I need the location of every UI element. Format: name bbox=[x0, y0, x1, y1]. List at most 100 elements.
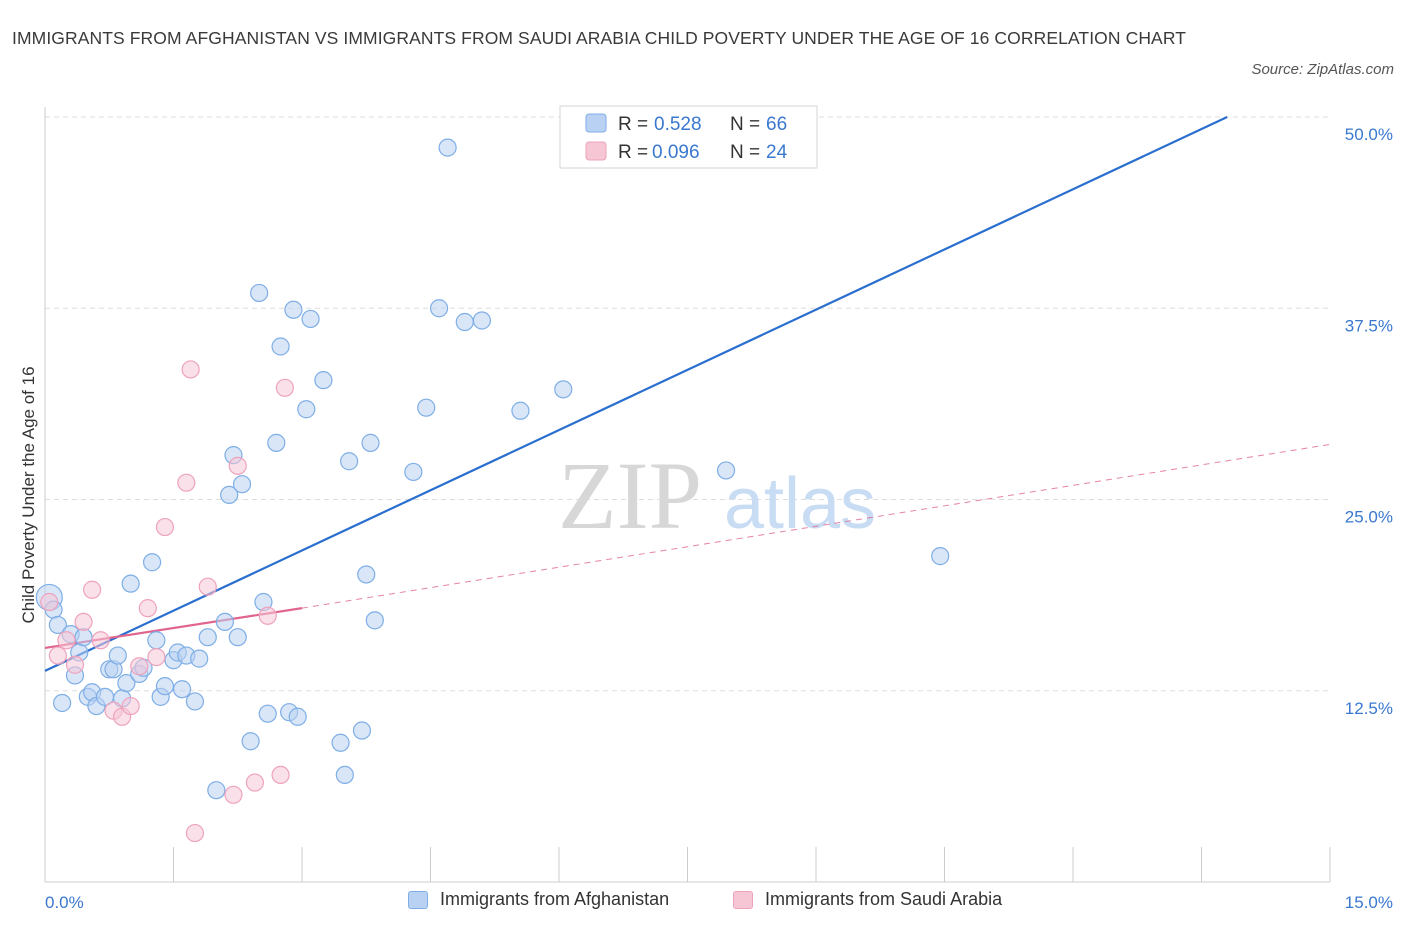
legend-item-saudi-arabia: Immigrants from Saudi Arabia bbox=[733, 889, 1002, 910]
watermark-zip: ZIP bbox=[558, 442, 702, 549]
point-series0-35 bbox=[228, 628, 247, 647]
point-series0-50 bbox=[335, 765, 354, 785]
grid-lines bbox=[45, 116, 1330, 692]
y-tick-label-2: 37.5% bbox=[1345, 316, 1393, 335]
point-series0-33 bbox=[220, 485, 239, 505]
point-series0-14 bbox=[108, 646, 127, 665]
point-series0-3 bbox=[53, 693, 72, 713]
point-series0-23 bbox=[155, 677, 175, 696]
point-series1-20 bbox=[245, 773, 264, 792]
y-tick-label-3: 50.0% bbox=[1345, 125, 1393, 144]
point-series0-55 bbox=[365, 611, 384, 630]
point-series0-46 bbox=[297, 400, 316, 419]
point-series1-6 bbox=[91, 631, 110, 650]
point-series0-36 bbox=[232, 475, 252, 494]
point-series0-62 bbox=[511, 401, 530, 420]
trend-line-saudi-arabia-extension bbox=[301, 443, 1331, 609]
point-series0-59 bbox=[438, 138, 457, 157]
legend-r-label-2: R = bbox=[618, 142, 648, 163]
point-series0-40 bbox=[258, 704, 277, 723]
point-series0-16 bbox=[117, 673, 136, 693]
watermark-atlas: atlas bbox=[724, 464, 876, 544]
point-series0-37 bbox=[241, 732, 260, 751]
y-tick-label-1: 25.0% bbox=[1345, 508, 1393, 527]
point-series1-18 bbox=[224, 785, 243, 804]
legend-item-afghanistan: Immigrants from Afghanistan bbox=[408, 889, 669, 910]
legend-swatch-saudi-arabia bbox=[585, 141, 607, 161]
point-series1-3 bbox=[65, 655, 85, 674]
legend-label-afghanistan: Immigrants from Afghanistan bbox=[440, 889, 670, 909]
legend-n-label-1: N = bbox=[730, 114, 760, 135]
point-series1-15 bbox=[181, 360, 200, 379]
point-series1-4 bbox=[74, 612, 93, 632]
point-series0-38 bbox=[250, 283, 269, 303]
point-series1-9 bbox=[121, 696, 140, 716]
point-series0-52 bbox=[352, 721, 372, 740]
point-series0-58 bbox=[429, 299, 449, 318]
point-series1-1 bbox=[48, 646, 67, 665]
point-series0-51 bbox=[340, 452, 359, 471]
point-series0-2 bbox=[48, 615, 67, 635]
point-series0-21 bbox=[147, 631, 166, 650]
point-series0-7 bbox=[74, 628, 93, 647]
trend-lines bbox=[44, 116, 1331, 672]
legend-label-saudi-arabia: Immigrants from Saudi Arabia bbox=[765, 889, 1003, 909]
point-series1-10 bbox=[130, 657, 149, 676]
point-series0-32 bbox=[215, 612, 234, 632]
point-series0-17 bbox=[121, 574, 140, 593]
point-series0-47 bbox=[301, 309, 320, 329]
legend-r-value-1: 0.528 bbox=[654, 114, 702, 135]
legend-swatch-afghanistan-bottom bbox=[408, 890, 428, 909]
point-series0-30 bbox=[198, 628, 217, 647]
point-series0-61 bbox=[472, 311, 491, 330]
x-tick-label-0: 0.0% bbox=[45, 893, 84, 912]
tick-labels: 12.5% 25.0% 37.5% 50.0% 0.0% 15.0% bbox=[45, 125, 1393, 912]
y-tick-label-0: 12.5% bbox=[1345, 699, 1393, 718]
point-series0-65 bbox=[931, 547, 950, 566]
point-series1-2 bbox=[57, 631, 76, 650]
point-series0-26 bbox=[172, 680, 192, 699]
y-axis-label: Child Poverty Under the Age of 16 bbox=[19, 366, 38, 623]
point-series1-16 bbox=[185, 823, 205, 843]
legend-r-value-2: 0.096 bbox=[652, 142, 700, 163]
chart-title: IMMIGRANTS FROM AFGHANISTAN VS IMMIGRANT… bbox=[12, 28, 1187, 48]
point-series0-63 bbox=[554, 380, 573, 399]
axes bbox=[44, 107, 1331, 883]
legend-r-label-1: R = bbox=[618, 114, 648, 135]
point-series1-23 bbox=[275, 378, 294, 397]
legend-n-value-1: 66 bbox=[766, 114, 787, 135]
point-series0-54 bbox=[361, 433, 380, 452]
data-points bbox=[35, 138, 950, 843]
point-series0-64 bbox=[716, 461, 736, 480]
stats-legend: R = 0.528 N = 66 R = 0.096 N = 24 bbox=[559, 105, 818, 169]
point-series0-48 bbox=[314, 371, 333, 390]
point-series0-57 bbox=[417, 398, 436, 417]
point-series1-19 bbox=[228, 456, 247, 475]
chart-source: Source: ZipAtlas.com bbox=[1251, 61, 1394, 78]
point-series0-49 bbox=[331, 733, 350, 752]
point-series0-60 bbox=[455, 312, 474, 332]
point-series1-11 bbox=[138, 599, 157, 618]
point-series0-41 bbox=[267, 433, 286, 452]
point-series0-20 bbox=[142, 553, 162, 572]
point-series1-21 bbox=[258, 606, 277, 625]
series-legend: Immigrants from Afghanistan Immigrants f… bbox=[0, 889, 1406, 915]
point-series0-28 bbox=[185, 692, 205, 711]
point-series1-12 bbox=[147, 647, 166, 667]
trend-line-afghanistan bbox=[44, 116, 1228, 672]
point-series0-56 bbox=[404, 462, 423, 482]
point-series1-13 bbox=[155, 517, 175, 537]
point-series1-17 bbox=[198, 577, 217, 596]
point-series1-14 bbox=[177, 473, 196, 492]
point-series0-29 bbox=[190, 649, 209, 668]
point-series1-5 bbox=[83, 580, 102, 599]
legend-swatch-afghanistan bbox=[585, 113, 607, 133]
watermark: ZIP atlas bbox=[558, 442, 876, 549]
point-series0-42 bbox=[271, 337, 290, 356]
point-series1-22 bbox=[271, 765, 290, 785]
point-series0-31 bbox=[207, 781, 226, 800]
point-series0-45 bbox=[288, 707, 307, 726]
legend-n-label-2: N = bbox=[730, 142, 760, 163]
point-series0-53 bbox=[357, 565, 376, 584]
